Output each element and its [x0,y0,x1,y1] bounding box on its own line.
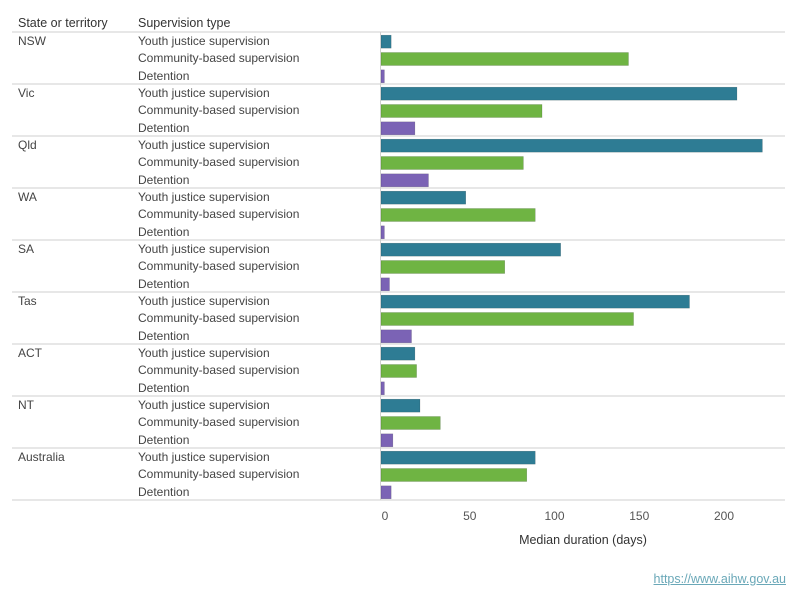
supervision-type-label: Detention [138,432,190,447]
bar-australia-1 [380,468,528,482]
bar-act-1 [380,364,417,378]
supervision-type-label: Detention [138,484,190,499]
bar-wa-1 [380,208,536,222]
bar-wa-0 [380,190,466,205]
supervision-type-label: Youth justice supervision [138,294,270,308]
x-tick-label: 100 [544,509,565,523]
state-label: NSW [18,34,46,48]
supervision-type-label: Community-based supervision [138,51,300,66]
supervision-type-label: Detention [138,328,190,343]
supervision-type-label: Youth justice supervision [138,34,270,48]
state-label: ACT [18,346,42,360]
supervision-type-label: Community-based supervision [138,259,300,274]
bar-sa-0 [380,242,561,257]
bar-nsw-2 [380,69,385,84]
bar-act-2 [380,381,385,396]
supervision-type-label: Detention [138,68,190,83]
bar-vic-0 [380,86,738,101]
bar-tas-0 [380,294,690,309]
state-label: Tas [18,294,37,308]
bar-wa-2 [380,225,385,240]
bar-nt-1 [380,416,441,430]
bar-vic-1 [380,104,543,118]
state-label: SA [18,242,35,256]
supervision-type-column-header: Supervision type [138,16,231,30]
supervision-type-label: Community-based supervision [138,415,300,430]
x-tick-label: 200 [713,509,735,523]
supervision-type-label: Detention [138,276,190,291]
state-label: NT [18,398,34,412]
supervision-type-label: Community-based supervision [138,311,300,326]
bar-australia-0 [380,450,536,465]
bar-vic-2 [380,121,416,136]
bar-sa-2 [380,277,390,292]
bar-nt-0 [380,398,421,413]
supervision-type-label: Detention [138,224,190,239]
bar-qld-0 [380,138,763,153]
supervision-type-label: Community-based supervision [138,155,300,170]
state-label: Australia [18,450,65,464]
bar-sa-1 [380,260,505,274]
supervision-type-label: Youth justice supervision [138,346,270,360]
supervision-type-label: Youth justice supervision [138,450,270,464]
x-tick-label: 150 [629,509,650,523]
supervision-type-label: Youth justice supervision [138,242,270,256]
state-column-header: State or territory [18,16,108,30]
supervision-type-label: Community-based supervision [138,467,300,482]
state-label: Qld [18,138,37,152]
state-label: WA [18,190,37,204]
bar-tas-2 [380,329,412,344]
bar-act-0 [380,346,416,361]
supervision-type-label: Community-based supervision [138,363,300,378]
bar-qld-1 [380,156,524,170]
supervision-type-label: Youth justice supervision [138,86,270,100]
state-label: Vic [18,86,35,100]
bar-nsw-0 [380,34,392,49]
supervision-type-label: Detention [138,120,190,135]
supervision-type-label: Community-based supervision [138,103,300,118]
x-axis-title: Median duration (days) [519,533,647,547]
bar-nsw-1 [380,52,629,66]
supervision-type-label: Detention [138,380,190,395]
bar-australia-2 [380,485,392,500]
bar-nt-2 [380,433,394,448]
x-tick-label: 50 [463,509,477,523]
bar-qld-2 [380,173,429,188]
bar-tas-1 [380,312,634,326]
supervision-type-label: Detention [138,172,190,187]
supervision-type-label: Youth justice supervision [138,190,270,204]
aihw-link[interactable]: https://www.aihw.gov.au [653,572,786,586]
supervision-type-label: Youth justice supervision [138,138,270,152]
x-tick-label: 0 [381,509,389,523]
supervision-type-label: Youth justice supervision [138,398,270,412]
supervision-type-label: Community-based supervision [138,207,300,222]
